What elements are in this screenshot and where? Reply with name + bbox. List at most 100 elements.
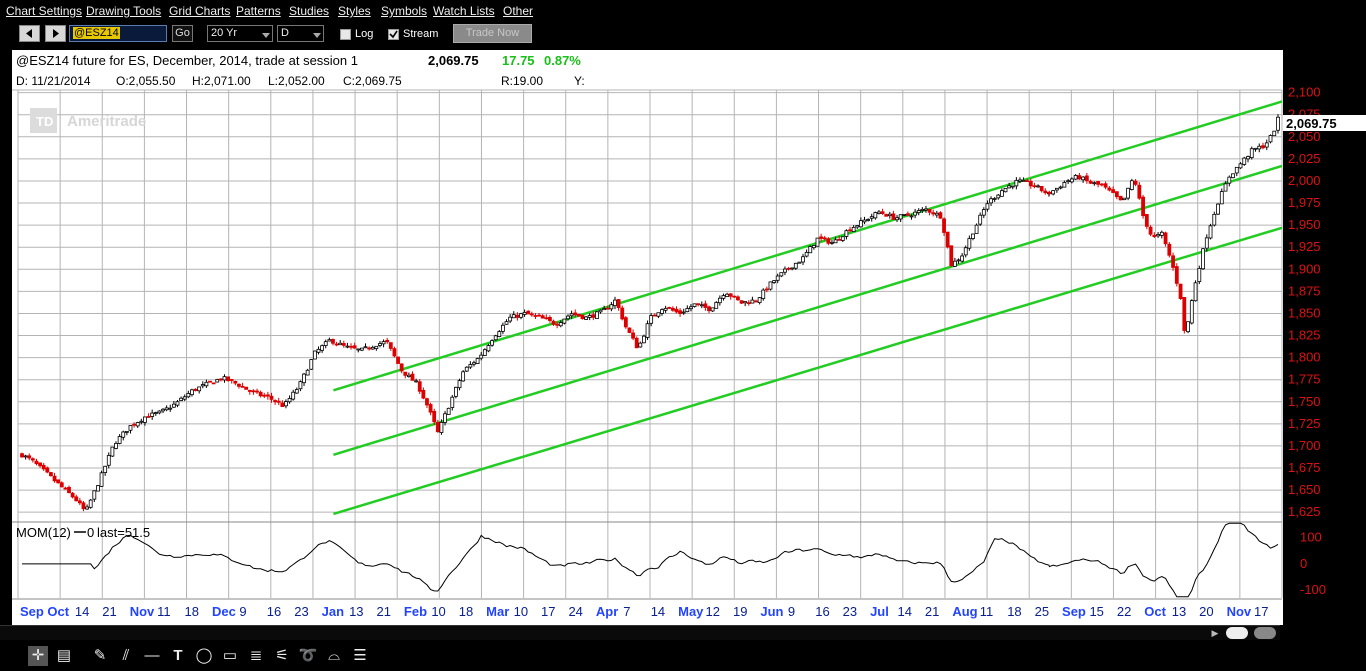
menu-styles[interactable]: Styles xyxy=(338,4,371,18)
candle-body xyxy=(656,312,661,317)
candle-body xyxy=(501,324,505,332)
spiral-icon[interactable]: ➰ xyxy=(298,647,318,664)
menu-other[interactable]: Other xyxy=(503,4,534,18)
log-checkbox[interactable] xyxy=(340,29,351,40)
candle-body xyxy=(439,421,444,433)
td-logo-icon xyxy=(30,108,57,133)
candlestick-series xyxy=(20,114,1280,512)
menu-chart-settings[interactable]: Chart Settings xyxy=(6,4,83,18)
candle-body xyxy=(74,496,79,502)
forward-button[interactable] xyxy=(45,25,66,42)
parallel-lines-icon[interactable]: ⫽ xyxy=(122,647,130,664)
back-button[interactable] xyxy=(19,25,40,42)
x-tick-label: Mar xyxy=(486,604,509,619)
stream-checkbox[interactable] xyxy=(388,29,399,40)
menu-symbols[interactable]: Symbols xyxy=(381,4,428,18)
candle-body xyxy=(247,390,252,392)
candle-body xyxy=(529,313,534,316)
candle-body xyxy=(1047,191,1052,194)
candle-body xyxy=(1257,145,1262,150)
candle-body xyxy=(85,506,89,510)
price-change-pct: 0.87% xyxy=(544,53,581,68)
candle-body xyxy=(1081,176,1086,181)
menu-grid-charts[interactable]: Grid Charts xyxy=(169,4,231,18)
momentum-tick-label: 100 xyxy=(1300,530,1322,545)
period-select[interactable]: 20 Yr xyxy=(207,25,273,42)
y-tick-label: 2,025 xyxy=(1288,151,1321,166)
candle-body xyxy=(566,315,570,320)
candle-body xyxy=(164,407,169,411)
candle-body xyxy=(1246,156,1250,160)
candle-body xyxy=(1219,191,1224,205)
candle-body xyxy=(1118,195,1123,201)
candle-body xyxy=(345,345,350,348)
candle-body xyxy=(736,296,740,301)
text-tool-icon[interactable]: T xyxy=(173,647,183,664)
x-tick-label: Nov xyxy=(1227,604,1252,619)
trade-now-button[interactable]: Trade Now xyxy=(453,24,532,43)
gann-lines-icon[interactable]: ☰ xyxy=(353,647,367,664)
candle-body xyxy=(367,347,372,350)
candle-body xyxy=(992,198,997,200)
candle-body xyxy=(1212,213,1217,226)
y-tick-label: 1,825 xyxy=(1288,328,1321,343)
candle-body xyxy=(685,308,690,313)
x-tick-label: 17 xyxy=(541,604,555,619)
go-button[interactable]: Go xyxy=(172,25,193,42)
candle-body xyxy=(417,381,422,392)
candle-body xyxy=(70,492,75,498)
x-tick-label: Oct xyxy=(1144,604,1166,619)
data-window-icon[interactable]: ▤ xyxy=(56,647,72,664)
crosshair-icon[interactable]: ✛ xyxy=(28,646,48,666)
y-tick-label: 2,050 xyxy=(1288,129,1321,144)
candle-body xyxy=(1268,135,1273,143)
menu-studies[interactable]: Studies xyxy=(289,4,330,18)
gann-fan-icon[interactable]: ⚟ xyxy=(275,647,289,664)
interval-select[interactable]: D xyxy=(277,25,324,42)
fibonacci-icon[interactable]: ≣ xyxy=(249,647,263,664)
candle-body xyxy=(233,380,238,384)
rectangle-icon[interactable]: ▭ xyxy=(222,647,238,664)
bar-high: H:2,071.00 xyxy=(192,74,251,88)
candle-body xyxy=(490,340,494,346)
candle-body xyxy=(482,349,487,356)
candle-body xyxy=(963,247,968,256)
scroll-right-arrow-icon[interactable]: ▶ xyxy=(1211,628,1219,638)
horizontal-line-icon[interactable]: — xyxy=(144,647,160,664)
candle-body xyxy=(548,316,552,321)
arc-icon[interactable]: ⌓ xyxy=(328,647,340,664)
chart-title: @ESZ14 future for ES, December, 2014, tr… xyxy=(16,53,358,68)
x-tick-label: 21 xyxy=(376,604,390,619)
candle-body xyxy=(797,261,802,264)
momentum-label: MOM(12) xyxy=(16,525,71,540)
channel-line-middle xyxy=(333,164,1282,456)
candle-body xyxy=(200,384,205,387)
pencil-icon[interactable]: ✎ xyxy=(93,647,107,664)
x-tick-label: 14 xyxy=(651,604,665,619)
candle-body xyxy=(1032,185,1037,188)
horizontal-scrollbar[interactable]: ▶ xyxy=(0,625,1280,640)
candle-body xyxy=(891,213,896,220)
ellipse-icon[interactable]: ◯ xyxy=(195,647,213,664)
symbol-input[interactable]: @ESZ14 xyxy=(69,25,167,42)
x-tick-label: Nov xyxy=(130,604,155,619)
menu-patterns[interactable]: Patterns xyxy=(236,4,281,18)
zoom-out-icon[interactable] xyxy=(1254,627,1276,639)
candle-body xyxy=(486,345,491,352)
candle-body xyxy=(334,343,339,346)
candle-body xyxy=(801,256,805,263)
x-tick-label: 14 xyxy=(898,604,912,619)
candle-body xyxy=(754,300,758,303)
candle-body xyxy=(1189,300,1194,324)
x-tick-label: Apr xyxy=(596,604,618,619)
candle-body xyxy=(1208,225,1213,239)
candle-body xyxy=(1276,116,1280,131)
y-tick-label: 1,775 xyxy=(1288,372,1321,387)
x-tick-label: 21 xyxy=(925,604,939,619)
candle-body xyxy=(143,416,147,423)
menu-watch-lists[interactable]: Watch Lists xyxy=(433,4,495,18)
candle-body xyxy=(1163,232,1168,245)
candle-body xyxy=(208,380,212,383)
menu-drawing-tools[interactable]: Drawing Tools xyxy=(86,4,162,18)
zoom-in-icon[interactable] xyxy=(1226,627,1248,639)
